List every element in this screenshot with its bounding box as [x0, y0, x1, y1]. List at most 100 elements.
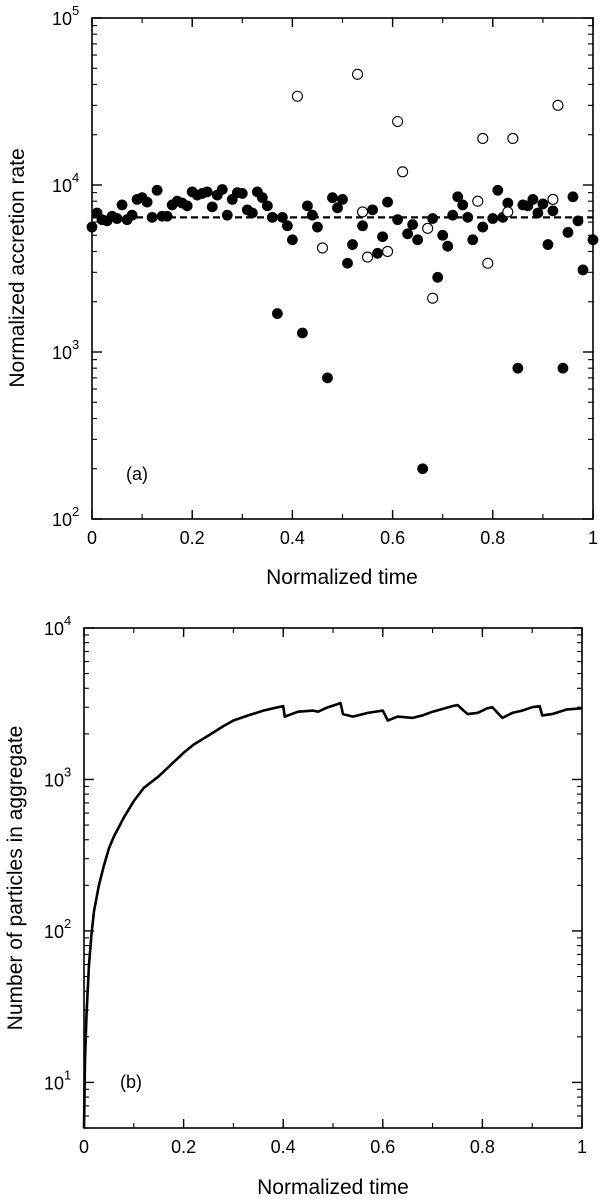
- b-y-tick-base: 10: [44, 922, 64, 942]
- filled-data-point: [141, 196, 153, 208]
- filled-data-point: [542, 239, 554, 250]
- a-y-tick-exponent: 3: [72, 337, 79, 352]
- filled-data-point: [587, 234, 599, 246]
- panel-a-label: (a): [126, 464, 148, 484]
- filled-data-point: [201, 186, 213, 198]
- filled-data-point: [126, 209, 138, 221]
- filled-data-point: [271, 308, 283, 319]
- open-data-point: [422, 222, 434, 234]
- filled-data-point: [417, 463, 429, 475]
- filled-data-point: [572, 215, 584, 227]
- filled-data-point: [442, 240, 454, 252]
- filled-data-point: [467, 234, 479, 246]
- open-data-point: [552, 99, 564, 111]
- panel-a-axis-ticks: [91, 17, 594, 520]
- filled-data-point: [402, 228, 414, 240]
- open-data-point: [351, 68, 364, 80]
- b-y-tick-exponent: 2: [64, 916, 71, 931]
- filled-data-point: [367, 204, 378, 216]
- open-data-point: [356, 206, 369, 218]
- panel-b-y-axis-title: Number of particles in aggregate: [4, 726, 27, 1031]
- filled-data-point: [206, 201, 218, 213]
- filled-data-point: [256, 192, 268, 204]
- filled-data-point: [372, 247, 383, 259]
- b-x-tick-label: 0.4: [271, 1137, 296, 1157]
- filled-data-point: [512, 362, 524, 374]
- a-x-tick-label: 0.4: [280, 528, 305, 548]
- a-y-tick-exponent: 5: [72, 3, 79, 18]
- filled-data-point: [492, 184, 504, 196]
- open-data-point: [507, 132, 519, 144]
- b-y-tick-base: 10: [44, 1073, 64, 1093]
- open-data-point: [316, 242, 329, 254]
- filled-data-point: [266, 211, 278, 223]
- a-y-tick-base: 10: [52, 343, 72, 363]
- filled-data-point: [181, 200, 193, 212]
- b-y-tick-exponent: 1: [64, 1067, 71, 1082]
- a-y-tick-label: 10 2: [52, 504, 79, 530]
- filled-data-point: [427, 213, 439, 224]
- b-x-tick-label: 0.8: [470, 1137, 495, 1157]
- filled-data-point: [452, 191, 464, 203]
- filled-data-point: [286, 234, 298, 246]
- a-y-tick-label: 10 3: [52, 337, 79, 363]
- panel-b-series-line: [82, 701, 583, 1129]
- b-x-tick-label: 1: [577, 1137, 587, 1157]
- a-y-tick-label: 10 5: [52, 3, 79, 29]
- filled-data-point: [557, 362, 569, 374]
- b-y-tick-base: 10: [44, 619, 64, 639]
- open-data-point: [397, 166, 409, 178]
- open-data-point: [502, 206, 514, 218]
- filled-data-point: [297, 327, 308, 339]
- b-x-tick-label: 0.2: [171, 1137, 196, 1157]
- panel-b-x-tick-labels: 0 0.2 0.4 0.6 0.8 1: [79, 1137, 587, 1157]
- a-y-tick-exponent: 2: [72, 504, 79, 519]
- a-x-tick-label: 0.6: [380, 528, 405, 548]
- b-y-tick-exponent: 3: [64, 764, 71, 779]
- filled-data-point: [547, 205, 559, 217]
- filled-data-point: [392, 214, 404, 226]
- filled-data-point: [457, 199, 469, 211]
- filled-data-point: [151, 184, 163, 196]
- filled-data-point: [437, 229, 449, 241]
- a-y-tick-exponent: 4: [72, 170, 79, 185]
- a-x-tick-label: 0: [87, 528, 97, 548]
- filled-data-point: [562, 227, 574, 238]
- filled-data-point: [327, 192, 338, 204]
- filled-data-point: [407, 219, 419, 230]
- filled-data-point: [342, 257, 353, 269]
- filled-data-point: [477, 221, 489, 233]
- filled-data-point: [432, 271, 444, 283]
- filled-data-point: [161, 210, 173, 222]
- b-y-tick-label: 10 4: [44, 613, 71, 639]
- filled-data-point: [462, 211, 474, 223]
- filled-data-point: [487, 213, 499, 224]
- a-y-tick-base: 10: [52, 510, 72, 530]
- panel-b-plot-frame: [83, 627, 583, 1129]
- panel-a-plot-frame: [91, 17, 594, 520]
- filled-data-point: [302, 200, 313, 212]
- filled-data-point: [221, 209, 233, 221]
- filled-data-point: [332, 202, 343, 214]
- panel-b-label: (b): [120, 1072, 142, 1092]
- filled-data-point: [577, 264, 589, 276]
- filled-data-point: [532, 207, 544, 219]
- panel-a-data-points: [86, 68, 599, 475]
- b-y-tick-label: 10 1: [44, 1067, 71, 1093]
- filled-data-point: [146, 211, 158, 223]
- filled-data-point: [347, 239, 358, 250]
- filled-data-point: [307, 209, 318, 221]
- filled-data-point: [382, 196, 393, 208]
- b-x-tick-label: 0.6: [370, 1137, 395, 1157]
- panel-a-x-axis-title: Normalized time: [266, 566, 418, 589]
- filled-data-point: [322, 372, 333, 384]
- panel-a-y-axis-title: Normalized accretion rate: [6, 148, 29, 387]
- filled-data-point: [567, 191, 579, 203]
- filled-data-point: [86, 221, 98, 233]
- b-y-tick-exponent: 4: [64, 613, 71, 628]
- panel-b-x-axis-title: Normalized time: [257, 1176, 409, 1199]
